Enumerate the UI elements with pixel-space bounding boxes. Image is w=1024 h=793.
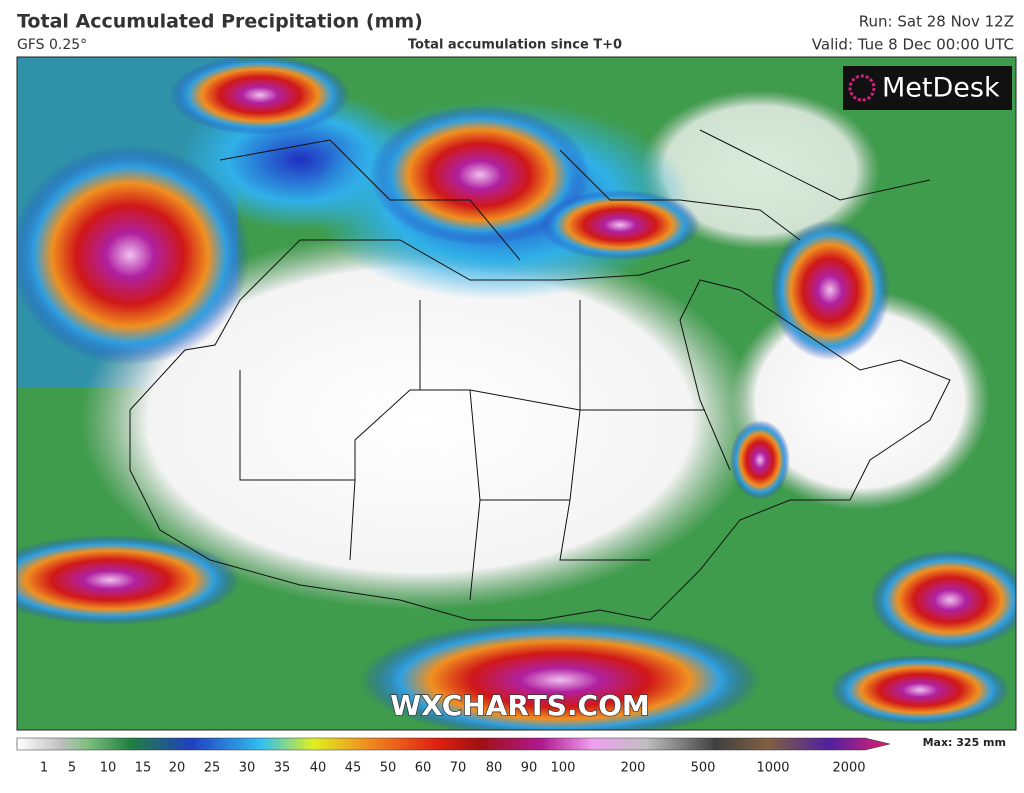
storm-iran [770,220,890,360]
logo-text: MetDesk [882,73,1000,104]
logo-icon [848,74,876,102]
colorbar-label: 45 [345,761,362,776]
colorbar-label: 30 [239,761,256,776]
storm-congo [360,620,760,730]
colorbar-label: 500 [691,761,716,776]
colorbar-label: 50 [380,761,397,776]
map-frame [16,56,1017,731]
colorbar-label: 2000 [832,761,865,776]
colorbar-label: 90 [521,761,538,776]
colorbar-max: Max: 325 mm [923,736,1006,749]
subtitle: Total accumulation since T+0 [408,38,622,53]
storm-guinea [17,535,240,625]
colorbar-label: 70 [450,761,467,776]
storm-greece [540,190,700,260]
colorbar: Max: 325 mm 1 5 10 15 20 25 30 35 40 45 50 60 70 80 90… [16,736,1006,776]
run-time: Run: Sat 28 Nov 12Z [859,13,1014,31]
watermark: WXCHARTS.COM [390,689,650,722]
storm-atlantic [17,145,250,365]
colorbar-label: 1000 [756,761,789,776]
model: GFS 0.25° [17,37,87,53]
colorbar-label: 80 [486,761,503,776]
europe-borders [219,129,931,261]
title: Total Accumulated Precipitation (mm) [17,11,423,33]
colorbar-label: 5 [68,761,76,776]
valid-time: Valid: Tue 8 Dec 00:00 UTC [812,36,1014,54]
colorbar-label: 40 [310,761,327,776]
coastline-africa [129,279,951,621]
colorbar-label: 15 [135,761,152,776]
borders [129,129,951,621]
colorbar-label: 1 [40,761,48,776]
coastline-north [129,239,691,411]
colorbar-label: 200 [621,761,646,776]
storm-ethiopia [730,420,790,500]
logo-background [843,66,1012,110]
storm-ocean-south [830,655,1010,725]
colorbar-label: 60 [415,761,432,776]
inner-borders [239,300,705,601]
storm-ocean [870,550,1016,650]
logo-box: MetDesk [843,66,1012,110]
map: WXCHARTS.COM [17,57,1016,730]
colorbar-label: 20 [169,761,186,776]
colorbar-label: 35 [274,761,291,776]
storm-italy [370,105,590,245]
colorbar-label: 100 [551,761,576,776]
colorbar-label: 25 [204,761,221,776]
storm-north [170,57,350,135]
colorbar-label: 10 [100,761,117,776]
desert-dry [80,230,760,610]
colorbar-scale [16,737,891,751]
